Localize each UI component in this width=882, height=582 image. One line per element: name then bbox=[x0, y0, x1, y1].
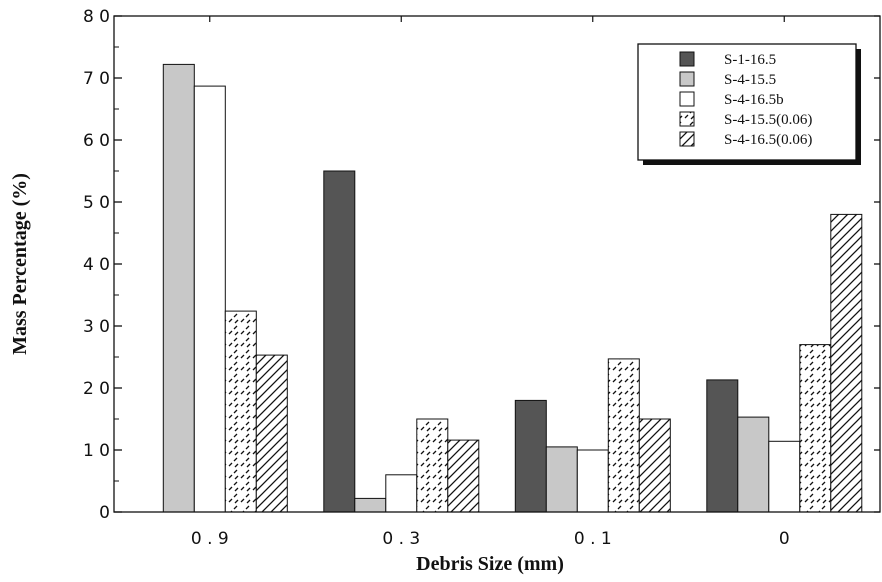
y-tick-label: 8 0 bbox=[83, 7, 110, 27]
bar-S-1-16.5-0.1 bbox=[514, 399, 547, 513]
y-tick-label: 1 0 bbox=[83, 441, 110, 461]
x-tick-label: 0 . 1 bbox=[574, 529, 612, 549]
bar-S-4-15.5-0.9 bbox=[162, 63, 195, 513]
legend-swatch bbox=[679, 91, 695, 107]
legend-label: S-4-15.5 bbox=[724, 72, 776, 88]
bar-S-4-15.5(0.06)-0.1 bbox=[607, 358, 640, 513]
bar-S-4-15.5-0 bbox=[737, 416, 770, 513]
bar-S-4-16.5b-0.1 bbox=[576, 449, 609, 513]
legend-swatch bbox=[679, 131, 695, 147]
bar-S-4-15.5(0.06)-0.9 bbox=[224, 310, 257, 513]
y-axis-title: Mass Percentage (%) bbox=[9, 173, 31, 355]
legend-label: S-1-16.5 bbox=[724, 52, 776, 68]
y-tick-label: 3 0 bbox=[83, 317, 110, 337]
bar-S-4-16.5b-0.9 bbox=[193, 85, 226, 513]
legend-swatch bbox=[679, 111, 695, 127]
bar-S-4-15.5(0.06)-0.3 bbox=[416, 418, 449, 513]
y-tick-label: 2 0 bbox=[83, 379, 110, 399]
bar-S-4-16.5(0.06)-0.3 bbox=[447, 439, 480, 513]
legend-label: S-4-15.5(0.06) bbox=[724, 112, 812, 128]
bar-S-4-16.5(0.06)-0.9 bbox=[255, 354, 288, 513]
legend-swatch bbox=[679, 71, 695, 87]
x-tick-label: 0 . 9 bbox=[191, 529, 229, 549]
bar-S-1-16.5-0 bbox=[706, 379, 739, 513]
legend-swatch bbox=[679, 51, 695, 67]
bar-S-4-15.5(0.06)-0 bbox=[799, 344, 832, 513]
legend-label: S-4-16.5(0.06) bbox=[724, 132, 812, 148]
x-tick-label: 0 bbox=[779, 529, 790, 549]
y-tick-label: 0 bbox=[99, 503, 110, 523]
bar-S-4-16.5(0.06)-0.1 bbox=[638, 418, 671, 513]
y-tick-label: 5 0 bbox=[83, 193, 110, 213]
bar-S-4-16.5b-0 bbox=[768, 440, 801, 513]
y-tick-label: 4 0 bbox=[83, 255, 110, 275]
legend-label: S-4-16.5b bbox=[724, 92, 784, 108]
bar-S-4-16.5b-0.3 bbox=[385, 474, 418, 513]
y-tick-label: 7 0 bbox=[83, 69, 110, 89]
bar-S-4-15.5-0.3 bbox=[354, 497, 387, 513]
x-tick-label: 0 . 3 bbox=[382, 529, 420, 549]
bar-S-4-16.5(0.06)-0 bbox=[830, 213, 863, 513]
bar-S-4-15.5-0.1 bbox=[545, 446, 578, 513]
y-tick-label: 6 0 bbox=[83, 131, 110, 151]
bar-S-1-16.5-0.3 bbox=[323, 170, 356, 513]
legend bbox=[637, 43, 857, 161]
x-axis-title: Debris Size (mm) bbox=[416, 553, 564, 575]
